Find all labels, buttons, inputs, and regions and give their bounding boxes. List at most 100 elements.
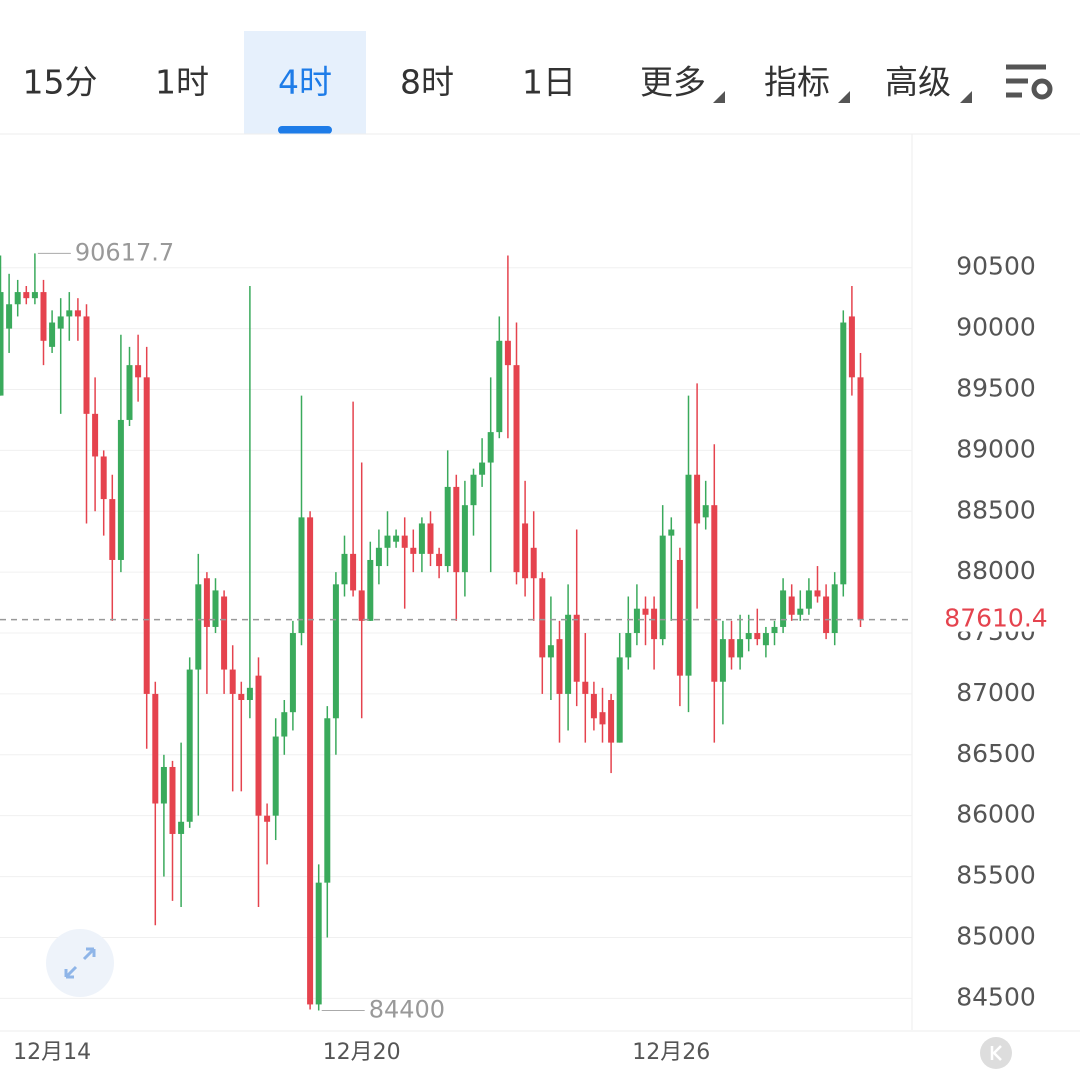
- candle-body: [754, 633, 761, 640]
- candle-body: [470, 474, 477, 506]
- candle-body: [272, 736, 279, 816]
- candle-body: [694, 474, 701, 524]
- settings-icon[interactable]: [1006, 64, 1053, 100]
- y-tick-label: 90500: [956, 252, 1036, 281]
- last-price-label: 87610.4: [944, 604, 1047, 633]
- candle-body: [444, 486, 451, 567]
- scroll-end-icon: [990, 1045, 1002, 1061]
- candle-body: [840, 322, 847, 585]
- candle-body: [264, 815, 271, 822]
- candle-body: [814, 590, 821, 597]
- y-tick-label: 86500: [956, 739, 1036, 768]
- candle-body: [530, 547, 537, 579]
- candle-body: [737, 639, 744, 658]
- candle-body: [556, 639, 563, 694]
- dropdown-arrows: [713, 91, 972, 103]
- candle-body: [289, 633, 296, 713]
- candle-body: [341, 553, 348, 585]
- candle-body: [582, 681, 589, 694]
- tab[interactable]: 4时: [278, 63, 332, 102]
- candle-body: [479, 462, 486, 475]
- candle-body: [728, 639, 735, 658]
- candle-body: [31, 292, 38, 299]
- candle-body: [771, 626, 778, 634]
- y-tick-label: 87000: [956, 678, 1036, 707]
- candle-body: [616, 657, 623, 743]
- y-tick-label: 85000: [956, 921, 1036, 950]
- candle-body: [659, 535, 666, 640]
- candle-body: [169, 766, 176, 834]
- candle-body: [805, 590, 812, 609]
- candle-body: [436, 553, 443, 567]
- candle-body: [797, 608, 804, 615]
- candle-body: [642, 608, 649, 615]
- tab[interactable]: 8时: [400, 63, 454, 102]
- candle-body: [590, 693, 597, 719]
- candle-body: [203, 578, 210, 627]
- candle-body: [780, 590, 787, 627]
- candle-body: [496, 340, 503, 433]
- y-tick-label: 84500: [956, 982, 1036, 1011]
- expand-icon: [64, 947, 96, 979]
- candle-body: [221, 596, 228, 670]
- candle-body: [6, 304, 13, 329]
- candle-body: [100, 456, 107, 500]
- last-price-bg: [913, 605, 1080, 632]
- y-tick-label: 89000: [956, 434, 1036, 463]
- candle-body: [504, 340, 511, 366]
- candle-body: [711, 505, 718, 682]
- candle-body: [384, 535, 391, 548]
- candle-body: [668, 529, 675, 536]
- candle-body: [57, 316, 64, 329]
- candle-body: [83, 316, 90, 414]
- candle-body: [117, 419, 124, 560]
- candle-body: [522, 523, 529, 579]
- y-tick-label: 85500: [956, 861, 1036, 890]
- expand-button[interactable]: [46, 929, 114, 997]
- candle-body: [427, 523, 434, 554]
- candle-body: [651, 608, 658, 640]
- candle-body: [186, 669, 193, 822]
- candle-body: [0, 292, 4, 396]
- candle-body: [298, 517, 305, 634]
- x-tick-label: 12月26: [632, 1040, 710, 1065]
- candle-body: [255, 675, 262, 816]
- candle-body: [393, 535, 400, 542]
- candle-body: [573, 614, 580, 682]
- candle-body: [66, 310, 73, 317]
- candle-body: [453, 486, 460, 573]
- candle-body: [350, 553, 357, 591]
- candle-body: [375, 547, 382, 567]
- tab[interactable]: 1时: [155, 63, 209, 102]
- tab[interactable]: 高级: [885, 63, 951, 102]
- candle-body: [40, 292, 47, 341]
- scroll-end-button[interactable]: [980, 1037, 1012, 1069]
- candle-body: [719, 639, 726, 682]
- candle-body: [281, 712, 288, 737]
- candle-body: [857, 377, 864, 620]
- x-tick-label: 12月14: [13, 1040, 91, 1065]
- candle-body: [178, 821, 185, 834]
- candle-body: [238, 693, 245, 701]
- candle-body: [848, 316, 855, 378]
- candle-body: [702, 505, 709, 518]
- plot: [0, 252, 912, 1012]
- candle-body: [547, 645, 554, 658]
- tab[interactable]: 15分: [23, 63, 98, 102]
- candle-body: [358, 590, 365, 621]
- y-tick-label: 90000: [956, 313, 1036, 342]
- candle-body: [487, 432, 494, 463]
- candle-body: [418, 523, 425, 554]
- candle-body: [135, 365, 142, 378]
- candle-body: [565, 614, 572, 694]
- tab[interactable]: 1日: [522, 63, 576, 102]
- candle-body: [608, 700, 615, 743]
- tab[interactable]: 指标: [764, 63, 830, 102]
- candle-body: [324, 718, 331, 883]
- tab[interactable]: 更多: [640, 63, 706, 102]
- selected-tab-bg: [244, 31, 366, 134]
- candle-body: [332, 584, 339, 719]
- selected-tab-indicator: [278, 126, 332, 134]
